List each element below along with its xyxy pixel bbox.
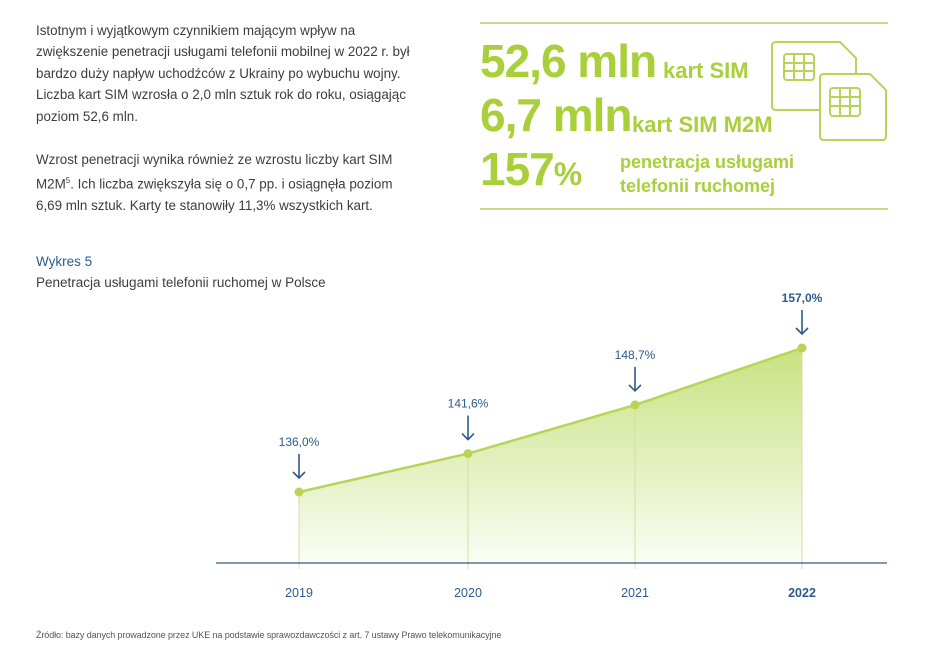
area-fill: [299, 348, 802, 563]
kpi-sim-value: 52,6 mln: [480, 35, 657, 87]
sim-card-icon: [771, 41, 887, 141]
footnote-ref: 5: [65, 176, 71, 186]
intro-line: 6,69 mln sztuk. Karty te stanowiły 11,3%…: [36, 198, 373, 214]
chart-number-label: Wykres 5: [36, 254, 93, 269]
kpi-penetration-label: penetracja usługami telefonii ruchomej: [620, 150, 794, 198]
kpi-penetration-unit: %: [553, 156, 582, 192]
kpi-panel: 52,6 mln kart SIM 6,7 mln kart SIM M2M 1…: [480, 22, 888, 210]
chart-title: Penetracja usługami telefonii ruchomej w…: [36, 275, 326, 290]
kpi-m2m-value: 6,7 mln: [480, 89, 633, 141]
kpi-m2m-label: kart SIM M2M: [632, 112, 773, 137]
data-point-2022: [797, 343, 807, 353]
kpi-top-divider: [480, 22, 888, 24]
data-label-2020: 141,6%: [448, 397, 489, 411]
source-note: Źródło: bazy danych prowadzone przez UKE…: [36, 630, 502, 640]
intro-line: M2M: [36, 176, 66, 192]
intro-line: Wzrost penetracji wynika również ze wzro…: [36, 152, 393, 168]
intro-line: poziom 52,6 mln.: [36, 108, 138, 124]
data-label-2022: 157,0%: [782, 291, 823, 305]
kpi-penetration-label-line: penetracja usługami: [620, 152, 795, 172]
arrow-head: [628, 384, 642, 393]
series-line: [298, 346, 803, 494]
x-tick-label-2022: 2022: [788, 586, 816, 600]
data-point-2021: [630, 400, 640, 410]
x-tick-label-2021: 2021: [621, 586, 649, 600]
intro-line: bardzo duży napływ uchodźców z Ukrainy p…: [36, 65, 401, 81]
x-tick-label-2019: 2019: [285, 586, 313, 600]
data-label-2021: 148,7%: [615, 348, 656, 362]
intro-line: Liczba kart SIM wzrosła o 2,0 mln sztuk …: [36, 87, 406, 103]
data-point-2019: [294, 487, 304, 497]
intro-line: Istotnym i wyjątkowym czynnikiem mającym…: [36, 23, 356, 38]
kpi-penetration-number: 157: [480, 143, 555, 195]
data-point-2020: [463, 449, 473, 459]
kpi-penetration-label-line: telefonii ruchomej: [620, 176, 776, 196]
intro-line: zwiększenie penetracji usługami telefoni…: [36, 44, 410, 60]
arrow-head: [292, 471, 306, 480]
arrow-head: [461, 433, 475, 441]
kpi-penetration-value: 157%: [480, 142, 582, 196]
intro-paragraph-2: Wzrost penetracji wynika również ze wzro…: [36, 149, 436, 217]
intro-paragraph-1: Istotnym i wyjątkowym czynnikiem mającym…: [36, 20, 436, 127]
kpi-sim-label: kart SIM: [663, 58, 749, 83]
arrow-head: [795, 327, 809, 336]
intro-line: . Ich liczba zwiększyła się o 0,7 pp. i …: [70, 176, 393, 192]
kpi-bottom-divider: [480, 208, 888, 210]
data-label-2019: 136,0%: [279, 435, 320, 449]
intro-text: Istotnym i wyjątkowym czynnikiem mającym…: [36, 20, 436, 239]
x-tick-label-2020: 2020: [454, 586, 482, 600]
